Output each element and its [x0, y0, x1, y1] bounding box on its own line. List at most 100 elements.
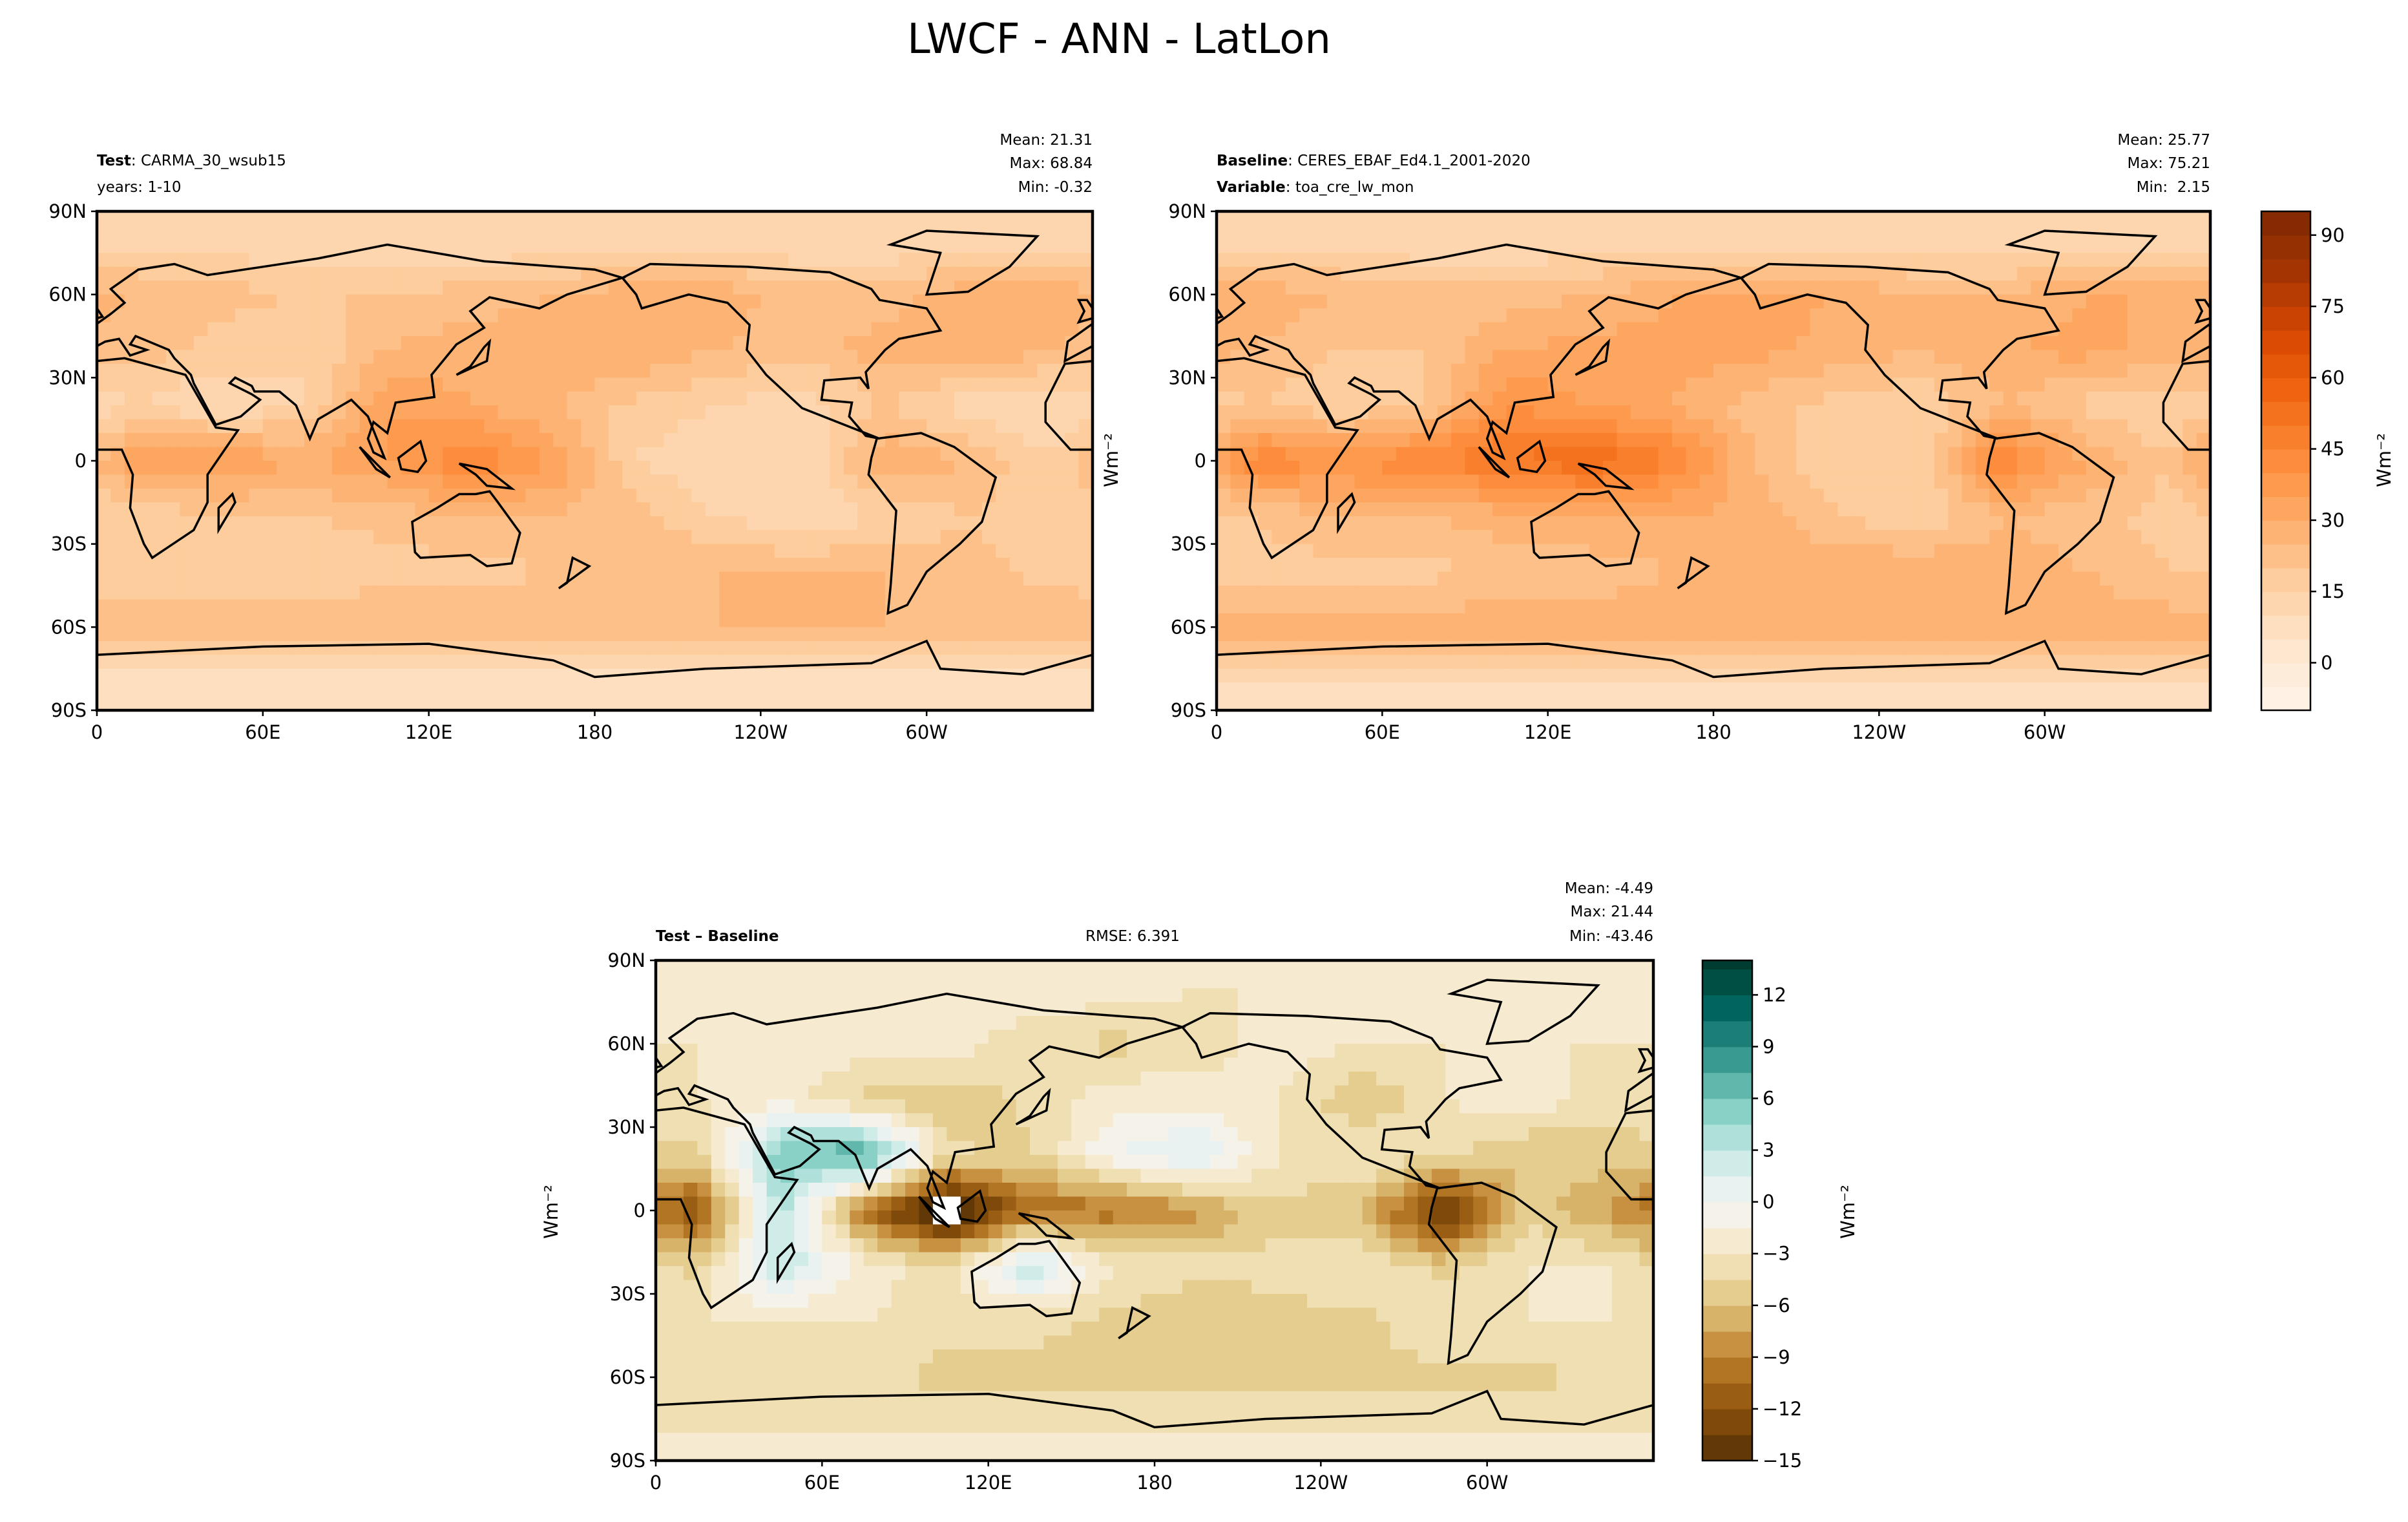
- heatmap-cell: [497, 280, 512, 295]
- heatmap-cell: [830, 308, 844, 323]
- heatmap-cell: [1023, 308, 1038, 323]
- heatmap-cell: [470, 668, 485, 683]
- heatmap-cell: [1437, 461, 1452, 476]
- heatmap-cell: [733, 253, 748, 268]
- heatmap-cell: [843, 613, 858, 628]
- heatmap-cell: [525, 530, 540, 545]
- heatmap-cell: [1562, 377, 1576, 392]
- heatmap-cell: [594, 571, 609, 586]
- heatmap-cell: [1962, 433, 1976, 448]
- heatmap-cell: [124, 682, 139, 697]
- heatmap-cell: [1230, 253, 1245, 268]
- heatmap-cell: [2058, 363, 2073, 379]
- heatmap-cell: [290, 544, 305, 558]
- heatmap-cell: [1575, 516, 1590, 531]
- heatmap-cell: [470, 336, 485, 351]
- heatmap-cell: [1934, 350, 1949, 365]
- heatmap-cell: [581, 253, 596, 268]
- heatmap-cell: [968, 377, 983, 392]
- heatmap-cell: [1023, 461, 1038, 476]
- heatmap-cell: [2058, 322, 2073, 337]
- heatmap-cell: [470, 571, 485, 586]
- heatmap-cell: [1009, 336, 1024, 351]
- heatmap-cell: [1823, 238, 1839, 254]
- heatmap-cell: [1065, 377, 1080, 392]
- heatmap-cell: [899, 586, 914, 600]
- heatmap-cell: [788, 558, 803, 573]
- heatmap-cell: [1823, 627, 1839, 642]
- heatmap-cell: [567, 322, 581, 337]
- heatmap-cell: [1603, 613, 1618, 628]
- heatmap-cell: [1230, 433, 1245, 448]
- heatmap-cell: [567, 488, 581, 503]
- heatmap-cell: [553, 238, 568, 254]
- heatmap-cell: [443, 419, 457, 434]
- heatmap-cell: [152, 350, 167, 365]
- heatmap-cell: [1686, 516, 1701, 531]
- heatmap-cell: [760, 502, 775, 517]
- heatmap-cell: [2183, 211, 2197, 226]
- heatmap-cell: [830, 211, 844, 226]
- heatmap-cell: [1948, 280, 1963, 295]
- heatmap-cell: [1258, 280, 1273, 295]
- heatmap-cell: [733, 682, 748, 697]
- heatmap-cell: [1272, 461, 1286, 476]
- heatmap-cell: [1534, 350, 1549, 365]
- heatmap-cell: [2044, 447, 2059, 461]
- heatmap-cell: [1354, 294, 1369, 309]
- heatmap-cell: [1258, 474, 1273, 489]
- heatmap-cell: [996, 447, 1010, 461]
- heatmap-cell: [1065, 405, 1080, 420]
- heatmap-cell: [2058, 558, 2073, 573]
- heatmap-cell: [1630, 447, 1645, 461]
- heatmap-cell: [1934, 502, 1949, 517]
- heatmap-cell: [1285, 586, 1300, 600]
- heatmap-cell: [2155, 350, 2170, 365]
- heatmap-cell: [968, 419, 983, 434]
- heatmap-cell: [124, 294, 139, 309]
- heatmap-cell: [166, 599, 181, 614]
- heatmap-cell: [1396, 571, 1410, 586]
- heatmap-cell: [346, 280, 361, 295]
- heatmap-cell: [1671, 530, 1687, 545]
- heatmap-cell: [871, 308, 886, 323]
- heatmap-cell: [97, 461, 112, 476]
- heatmap-cell: [650, 530, 665, 545]
- heatmap-cell: [774, 682, 789, 697]
- heatmap-cell: [456, 668, 471, 683]
- heatmap-cell: [1975, 599, 1991, 614]
- heatmap-cell: [318, 211, 333, 226]
- heatmap-cell: [1217, 433, 1231, 448]
- heatmap-cell: [788, 433, 803, 448]
- heatmap-cell: [1603, 363, 1618, 379]
- heatmap-cell: [1782, 544, 1797, 558]
- heatmap-cell: [1023, 544, 1038, 558]
- heatmap-cell: [940, 253, 955, 268]
- heatmap-cell: [1437, 419, 1452, 434]
- heatmap-cell: [2058, 280, 2073, 295]
- heatmap-cell: [428, 308, 443, 323]
- heatmap-cell: [1037, 599, 1052, 614]
- heatmap-cell: [1258, 405, 1273, 420]
- heatmap-cell: [1478, 461, 1494, 476]
- heatmap-cell: [1037, 558, 1052, 573]
- heatmap-cell: [2100, 433, 2115, 448]
- heatmap-cell: [1617, 419, 1631, 434]
- heatmap-cell: [1755, 530, 1770, 545]
- heatmap-cell: [1258, 419, 1273, 434]
- heatmap-cell: [594, 696, 609, 711]
- heatmap-cell: [539, 391, 554, 406]
- heatmap-cell: [1989, 377, 2004, 392]
- heatmap-cell: [207, 502, 222, 517]
- heatmap-cell: [97, 474, 112, 489]
- heatmap-cell: [1382, 447, 1397, 461]
- heatmap-cell: [2155, 571, 2170, 586]
- heatmap-cell: [940, 308, 955, 323]
- heatmap-cell: [1423, 294, 1438, 309]
- heatmap-cell: [594, 474, 609, 489]
- heatmap-cell: [705, 530, 720, 545]
- heatmap-cell: [1506, 502, 1521, 517]
- heatmap-cell: [1782, 461, 1797, 476]
- heatmap-cell: [1617, 253, 1631, 268]
- heatmap-cell: [331, 586, 346, 600]
